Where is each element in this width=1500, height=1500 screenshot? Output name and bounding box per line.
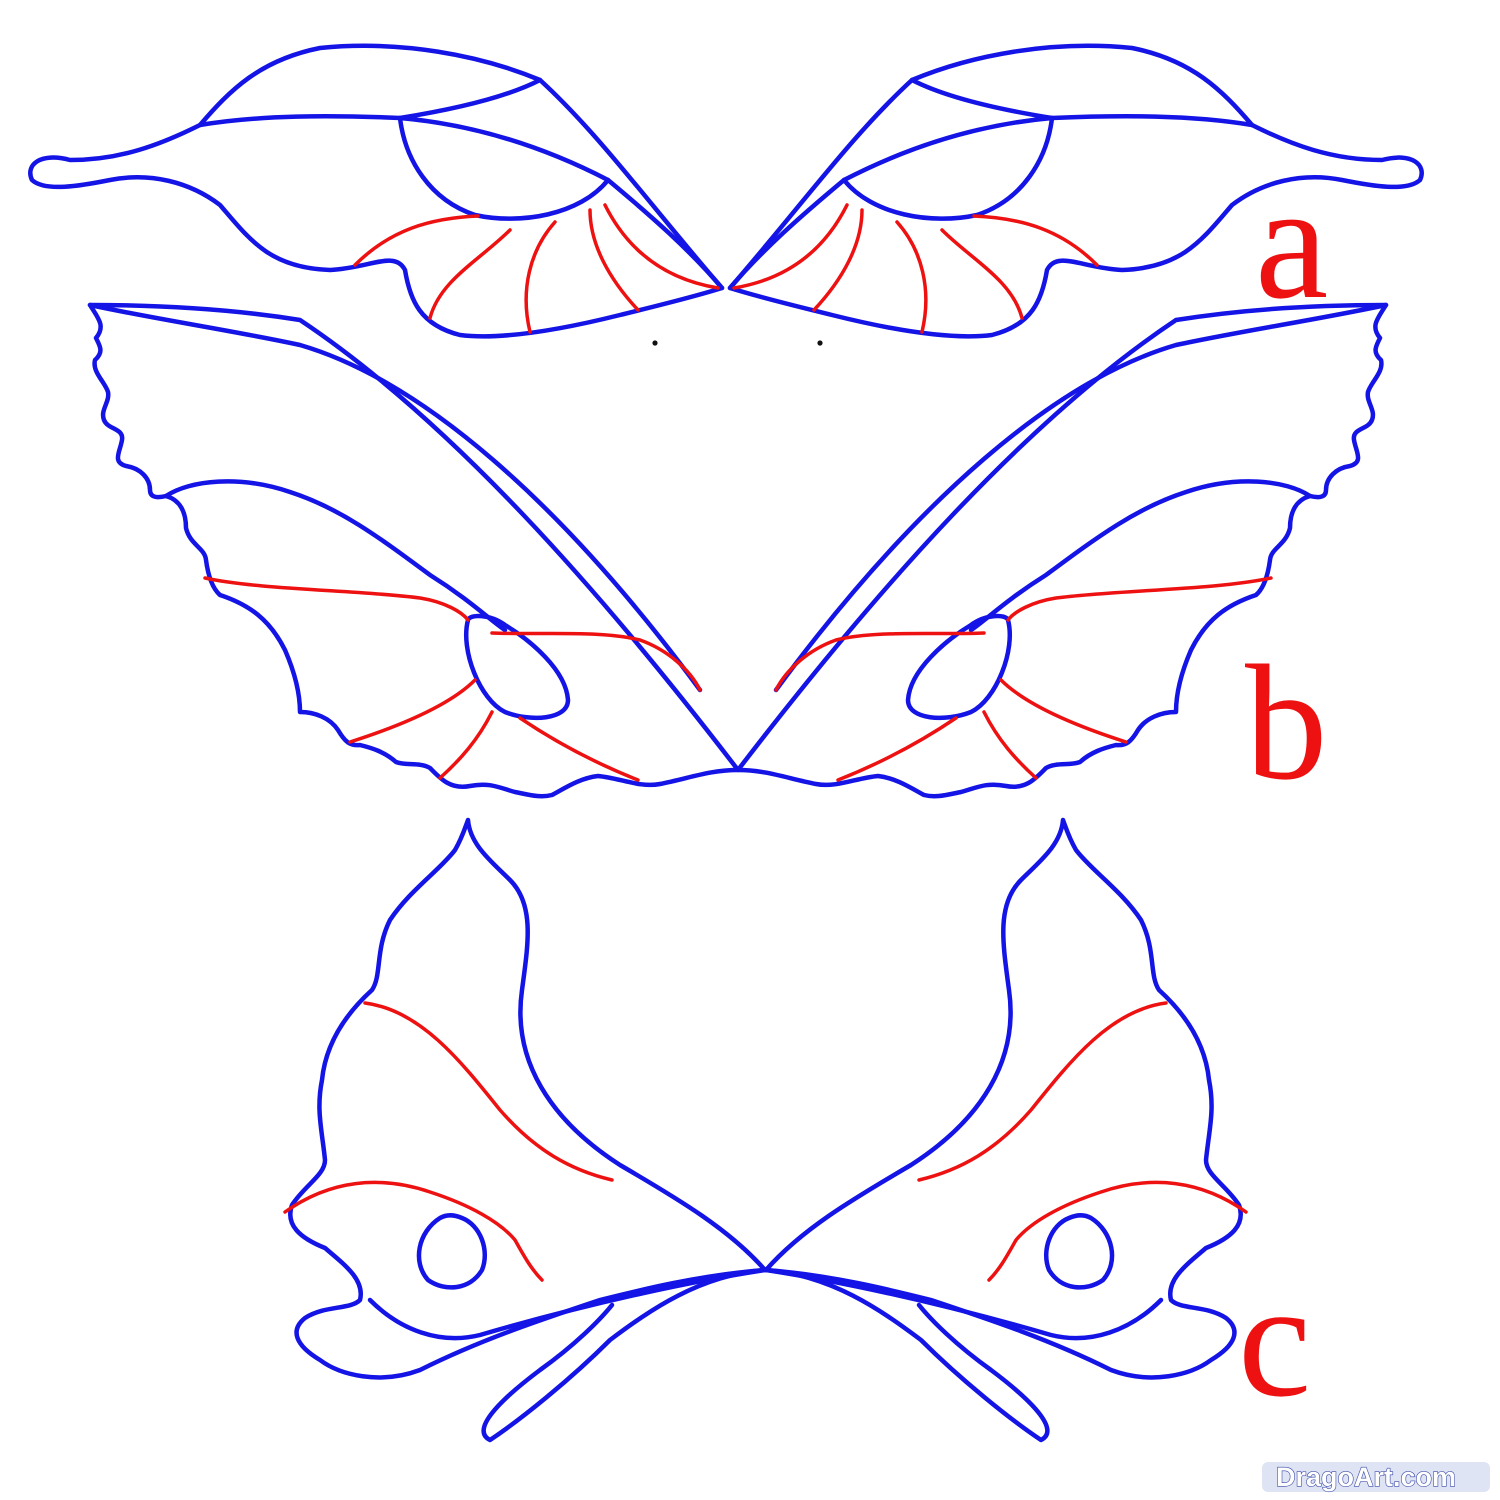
wing-set-b — [87, 302, 1389, 799]
wing-c-left — [283, 817, 768, 1443]
step-label-a: a — [1255, 150, 1328, 333]
wing-set-a — [28, 43, 1424, 346]
watermark-text: DragoArt.com — [1276, 1462, 1456, 1492]
step-label-b: b — [1245, 631, 1328, 814]
wing-a-left — [28, 43, 725, 339]
step-label-c: c — [1238, 1248, 1311, 1431]
wing-b-right — [735, 302, 1389, 799]
wing-a-right — [727, 43, 1424, 339]
body-dot-left — [652, 340, 658, 346]
wing-c-right — [763, 817, 1248, 1443]
body-dot-right — [817, 340, 823, 346]
watermark-backdrop — [1262, 1462, 1490, 1492]
dragoart-watermark: DragoArt.com — [1262, 1461, 1490, 1493]
wing-set-c — [283, 817, 1248, 1443]
wing-b-left — [87, 302, 741, 799]
